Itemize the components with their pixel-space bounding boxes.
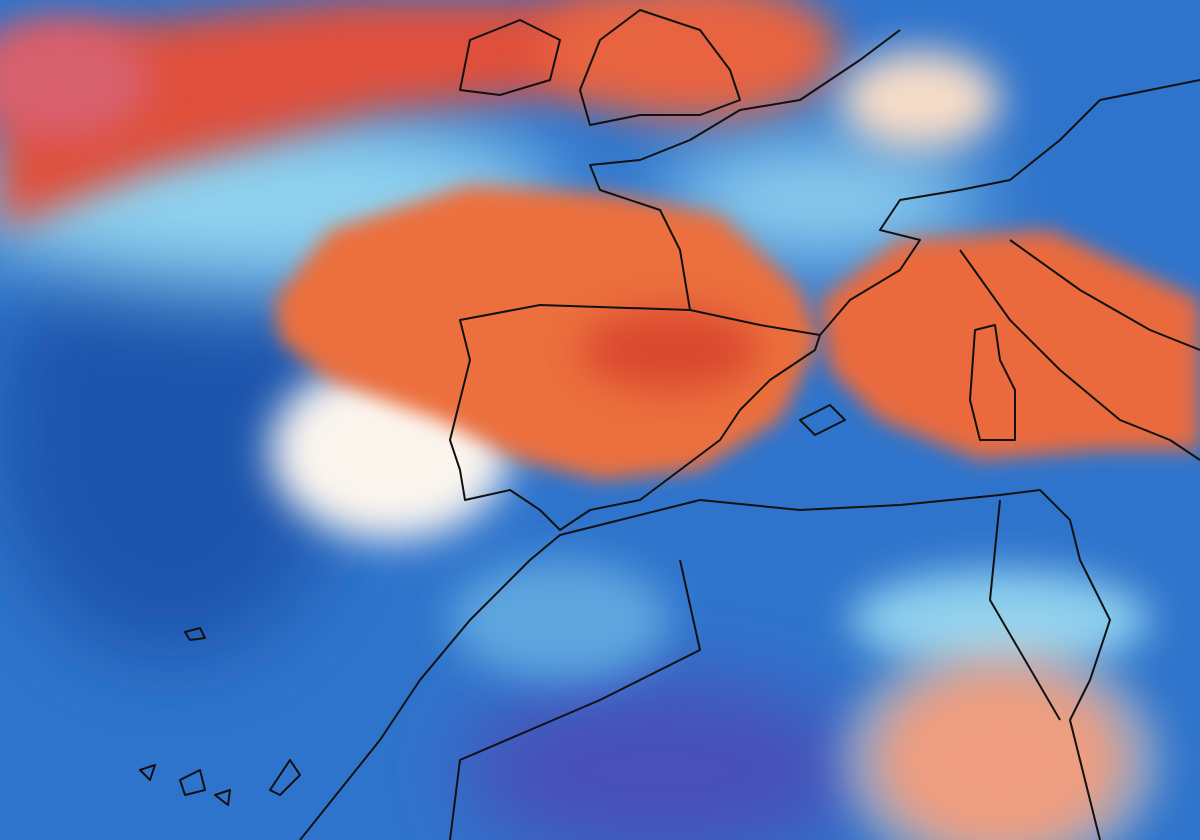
italy-west xyxy=(959,249,1200,461)
iberia xyxy=(449,304,821,531)
pale-halo xyxy=(840,640,1160,840)
border xyxy=(989,499,1061,721)
coastlines xyxy=(139,9,1200,840)
islands xyxy=(799,404,846,436)
pale-region xyxy=(840,50,1000,150)
red-region xyxy=(540,0,840,120)
islands xyxy=(969,324,1016,441)
orange-region xyxy=(275,185,820,480)
islands xyxy=(184,627,206,641)
light-blue-patch xyxy=(450,560,670,680)
italy-east xyxy=(1009,239,1200,351)
border xyxy=(449,559,701,840)
france-coast xyxy=(589,29,901,311)
light-blue-patch xyxy=(850,570,1150,670)
purple-region xyxy=(460,680,860,840)
dark-blue-region xyxy=(0,200,350,660)
red-band xyxy=(0,0,620,230)
britain xyxy=(579,9,741,126)
islands xyxy=(139,759,301,806)
red-core xyxy=(580,310,760,390)
border xyxy=(819,79,1200,336)
ireland xyxy=(459,19,561,96)
africa-coast xyxy=(299,489,1111,840)
orange-region xyxy=(820,230,1200,460)
pink-core xyxy=(0,20,150,140)
light-blue-region xyxy=(660,140,980,260)
